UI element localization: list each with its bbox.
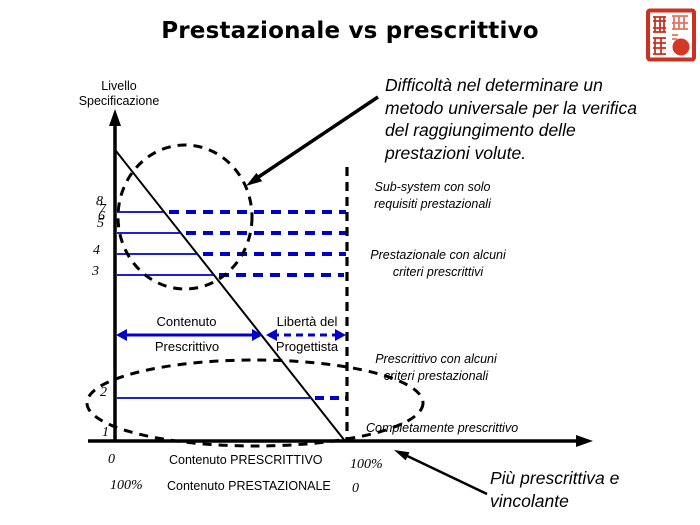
label-prestazionale-line2: criteri prescrittivi — [392, 265, 484, 279]
label-prestazionale: Prestazionale con alcuni criteri prescri… — [362, 247, 514, 281]
upper-dashed-ellipse — [116, 143, 254, 291]
double-arrow-solid-left-head — [116, 329, 127, 341]
label-prescrittivo-line1: Prescrittivo con alcuni — [375, 352, 497, 366]
label-prestazionale-line1: Prestazionale con alcuni — [370, 248, 506, 262]
prescrittivo-caption: Prescrittivo — [154, 339, 220, 354]
x-row2-left-value: 100% — [110, 478, 143, 493]
difficulty-note: Difficoltà nel determinare un metodo uni… — [385, 75, 637, 163]
y-tick-5: 5 — [97, 216, 104, 231]
chinese-seal-stamp-icon — [646, 8, 696, 62]
progettista-caption: Progettista — [275, 339, 339, 354]
y-axis-label-line2: Specificazione — [78, 94, 160, 108]
label-sub-system-line1: Sub-system con solo — [374, 180, 491, 194]
double-arrow-solid-right-head — [252, 329, 263, 341]
x-row2-right-value: 0 — [352, 481, 359, 496]
y-tick-1: 1 — [102, 425, 109, 440]
piu-prescrittiva-line1: Più prescrittiva e — [490, 468, 620, 488]
label-prescrittivo-line2: criteri prestazionali — [383, 369, 489, 383]
x-row1-left-value: 0 — [108, 452, 115, 467]
piu-prescrittiva-line2: vincolante — [490, 490, 569, 511]
liberta-caption: Libertà del — [276, 314, 338, 329]
x-row1-right-value: 100% — [350, 457, 383, 472]
double-arrow-dashed-right-head — [335, 329, 346, 341]
label-prescrittivo: Prescrittivo con alcuni criteri prestazi… — [362, 351, 510, 385]
piu-prescrittiva-arrow — [394, 450, 488, 496]
blue-level-lines — [117, 210, 346, 400]
label-completamente: Completamente prescrittivo — [366, 420, 546, 437]
x-axis-arrowhead — [576, 435, 593, 447]
label-completamente-line1: Completamente prescrittivo — [366, 421, 519, 435]
y-tick-6: 6 — [98, 209, 105, 224]
y-tick-3: 3 — [92, 264, 99, 279]
piu-prescrittiva-note: Più prescrittiva e vincolante — [490, 467, 660, 512]
y-axis-arrowhead — [109, 109, 121, 126]
double-arrow-dashed-left-head — [266, 329, 277, 341]
diagonal-line — [115, 150, 346, 442]
x-row1-label: Contenuto PRESCRITTIVO — [169, 453, 323, 467]
slide-title: Prestazionale vs prescrittivo — [161, 18, 539, 44]
label-sub-system-line2: requisiti prestazionali — [374, 197, 491, 211]
y-tick-8: 8 — [96, 194, 103, 209]
label-sub-system: Sub-system con solo requisiti prestazion… — [365, 179, 500, 213]
difficulty-arrow — [246, 95, 379, 186]
contenuto-caption: Contenuto — [156, 314, 217, 329]
content-freedom-arrows — [116, 329, 346, 341]
lower-dashed-ellipse — [85, 358, 425, 448]
y-tick-4: 4 — [93, 243, 100, 258]
y-tick-7: 7 — [99, 202, 106, 217]
y-tick-2: 2 — [100, 385, 107, 400]
y-axis-label-line1: Livello — [101, 79, 137, 93]
x-row2-label: Contenuto PRESTAZIONALE — [167, 479, 331, 493]
y-axis-label: Livello Specificazione — [69, 79, 169, 109]
